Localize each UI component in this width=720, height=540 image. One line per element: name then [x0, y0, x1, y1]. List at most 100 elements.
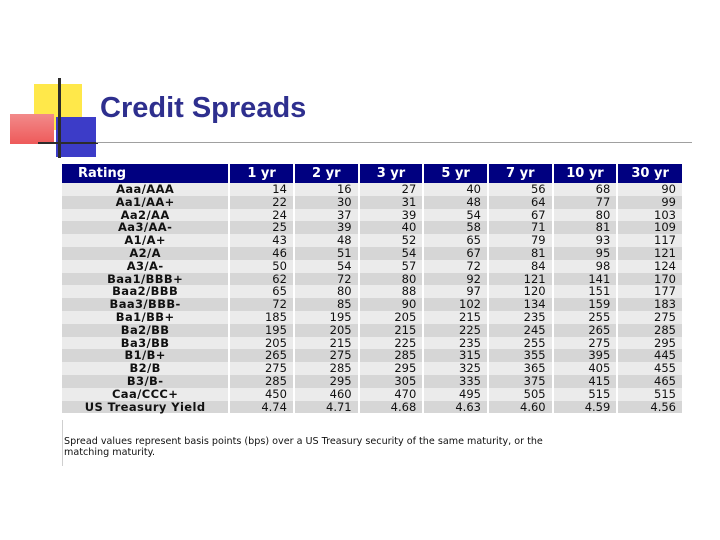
spread-value-cell: 117 [616, 234, 682, 247]
spread-value-cell: 39 [292, 221, 359, 235]
header-1yr: 1 yr [228, 164, 294, 183]
spread-value-cell: 30 [292, 195, 359, 209]
table-row: Aaa/AAA 14 16 27 40 56 68 90 [62, 183, 682, 196]
spread-value-cell: 95 [551, 247, 618, 260]
spread-value-cell: 183 [616, 298, 682, 311]
spread-value-cell: 325 [422, 362, 488, 375]
footnote-divider [62, 420, 63, 466]
footnote-text: Spread values represent basis points (bp… [64, 436, 543, 458]
spread-value-cell: 58 [422, 221, 488, 235]
spread-value-cell: 245 [486, 323, 553, 337]
spread-value-cell: 170 [616, 272, 682, 286]
spread-value-cell: 25 [228, 221, 294, 235]
spread-value-cell: 151 [551, 285, 618, 299]
spread-value-cell: 450 [228, 387, 294, 401]
table-row: Aa2/AA 24 37 39 54 67 80 103 [62, 208, 682, 222]
spread-value-cell: 4.60 [486, 400, 553, 414]
blue-square-icon [56, 117, 96, 157]
spread-value-cell: 295 [357, 362, 424, 375]
title-underline [96, 142, 692, 143]
spread-value-cell: 134 [486, 298, 553, 311]
spread-value-cell: 141 [551, 272, 618, 286]
spread-value-cell: 37 [292, 208, 359, 222]
spread-value-cell: 81 [551, 221, 618, 235]
spread-value-cell: 305 [357, 375, 424, 388]
rating-cell: Ba1/BB+ [62, 311, 230, 324]
rating-cell: Aa1/AA+ [62, 195, 230, 209]
spread-value-cell: 295 [292, 375, 359, 388]
spread-value-cell: 265 [551, 323, 618, 337]
spread-value-cell: 124 [616, 259, 682, 273]
rating-cell: Ba3/BB [62, 336, 230, 350]
spread-value-cell: 97 [422, 285, 488, 299]
rating-cell: A3/A- [62, 259, 230, 273]
spread-value-cell: 40 [357, 221, 424, 235]
yellow-square-icon [34, 84, 82, 130]
spread-value-cell: 215 [292, 336, 359, 350]
spread-value-cell: 265 [228, 349, 294, 363]
header-5yr: 5 yr [422, 164, 488, 183]
spread-value-cell: 54 [292, 259, 359, 273]
credit-spreads-table-container: Rating 1 yr 2 yr 3 yr 5 yr 7 yr 10 yr 30… [62, 164, 682, 414]
rating-cell: Aaa/AAA [62, 183, 230, 196]
page-title: Credit Spreads [100, 92, 307, 124]
spread-value-cell: 54 [422, 208, 488, 222]
spread-value-cell: 77 [551, 195, 618, 209]
spread-value-cell: 215 [422, 311, 488, 324]
spread-value-cell: 39 [357, 208, 424, 222]
spread-value-cell: 62 [228, 272, 294, 286]
spread-value-cell: 72 [422, 259, 488, 273]
spread-value-cell: 120 [486, 285, 553, 299]
table-row: US Treasury Yield 4.74 4.71 4.68 4.63 4.60 4.5… [62, 400, 682, 414]
spread-value-cell: 225 [357, 336, 424, 350]
spread-value-cell: 48 [292, 234, 359, 247]
rating-cell: Aa3/AA- [62, 221, 230, 235]
table-row: B1/B+ 265 275 285 315 355 395 445 [62, 349, 682, 363]
spread-value-cell: 255 [551, 311, 618, 324]
table-row: Baa2/BBB 65 80 88 97 120 151 177 [62, 285, 682, 299]
spread-value-cell: 275 [616, 311, 682, 324]
rating-cell: A1/A+ [62, 234, 230, 247]
table-row: Caa/CCC+ 450 460 470 495 505 515 515 [62, 387, 682, 401]
spread-value-cell: 495 [422, 387, 488, 401]
spread-value-cell: 24 [228, 208, 294, 222]
spread-value-cell: 22 [228, 195, 294, 209]
spread-value-cell: 415 [551, 375, 618, 388]
table-row: Ba1/BB+ 185 195 205 215 235 255 275 [62, 311, 682, 324]
spread-value-cell: 68 [551, 183, 618, 196]
rating-cell: Baa1/BBB+ [62, 272, 230, 286]
table-row: Ba3/BB 205 215 225 235 255 275 295 [62, 336, 682, 350]
spread-value-cell: 90 [616, 183, 682, 196]
spread-value-cell: 365 [486, 362, 553, 375]
spread-value-cell: 4.68 [357, 400, 424, 414]
spread-value-cell: 4.74 [228, 400, 294, 414]
table-row: Baa1/BBB+ 62 72 80 92 121 141 170 [62, 272, 682, 286]
spread-value-cell: 205 [292, 323, 359, 337]
horizontal-rule-short [38, 142, 98, 144]
spread-value-cell: 4.63 [422, 400, 488, 414]
spread-value-cell: 121 [616, 247, 682, 260]
spread-value-cell: 275 [228, 362, 294, 375]
spread-value-cell: 48 [422, 195, 488, 209]
spread-value-cell: 177 [616, 285, 682, 299]
spread-value-cell: 54 [357, 247, 424, 260]
header-10yr: 10 yr [551, 164, 618, 183]
spread-value-cell: 80 [357, 272, 424, 286]
spread-value-cell: 4.59 [551, 400, 618, 414]
rating-cell: Baa2/BBB [62, 285, 230, 299]
spread-value-cell: 285 [357, 349, 424, 363]
spread-value-cell: 375 [486, 375, 553, 388]
spread-value-cell: 445 [616, 349, 682, 363]
rating-cell: B3/B- [62, 375, 230, 388]
table-header-row: Rating 1 yr 2 yr 3 yr 5 yr 7 yr 10 yr 30… [62, 164, 682, 183]
rating-cell: US Treasury Yield [62, 400, 230, 414]
spread-value-cell: 27 [357, 183, 424, 196]
spread-value-cell: 56 [486, 183, 553, 196]
spread-value-cell: 4.71 [292, 400, 359, 414]
spread-value-cell: 85 [292, 298, 359, 311]
spread-value-cell: 43 [228, 234, 294, 247]
spread-value-cell: 109 [616, 221, 682, 235]
spread-value-cell: 90 [357, 298, 424, 311]
spread-value-cell: 195 [292, 311, 359, 324]
spread-value-cell: 159 [551, 298, 618, 311]
